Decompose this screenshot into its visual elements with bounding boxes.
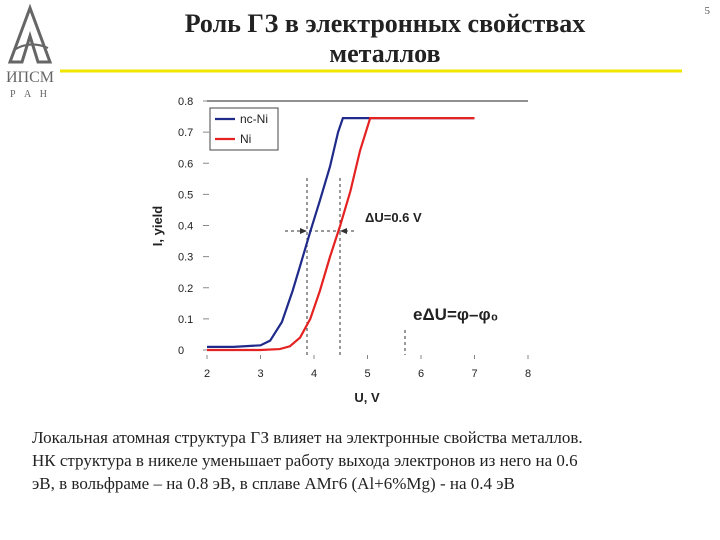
logo-mark: [7, 3, 53, 64]
x-tick-label: 3: [257, 368, 263, 380]
series-line: [207, 117, 475, 348]
x-tick-label: 2: [204, 368, 210, 380]
x-axis-label: U, V: [354, 390, 380, 405]
title-line: металлов: [329, 39, 440, 68]
legend-label: nc-Ni: [240, 112, 268, 126]
y-tick-label: 0.2: [178, 283, 193, 295]
y-tick-label: 0.7: [178, 127, 193, 139]
logo-name: ИПСМ: [6, 69, 54, 86]
annotation: eΔU=φ–φ₀: [413, 305, 498, 324]
body-line: Локальная атомная структура ГЗ влияет на…: [32, 428, 583, 447]
logo: ИПСМ Р А Н: [6, 3, 54, 100]
x-tick-label: 5: [364, 368, 370, 380]
y-axis-label: I, yield: [150, 206, 165, 247]
x-tick-label: 6: [418, 368, 424, 380]
y-tick-label: 0.5: [178, 189, 193, 201]
series-line: [207, 117, 475, 352]
y-tick-label: 0: [178, 345, 184, 357]
logo-swoosh: [13, 43, 49, 51]
body-line: НК структура в никеле уменьшает работу в…: [32, 451, 578, 470]
logo-sub: Р А Н: [10, 89, 50, 100]
annotation: ΔU=0.6 V: [365, 210, 422, 225]
guide-lines: [285, 178, 406, 358]
legend-box: [209, 107, 279, 151]
x-tick-label: 4: [311, 368, 317, 380]
y-tick-label: 0.3: [178, 252, 193, 264]
y-tick-label: 0.6: [178, 158, 193, 170]
legend-label: Ni: [240, 132, 251, 146]
x-tick-label: 7: [471, 368, 477, 380]
page-number: 5: [705, 5, 711, 17]
x-tick-label: 8: [525, 368, 531, 380]
body-line: эВ, в вольфраме – на 0.8 эВ, в сплаве АМ…: [32, 474, 515, 493]
y-tick-label: 0.4: [178, 221, 193, 233]
y-tick-label: 0.8: [178, 96, 193, 108]
title-line: Роль ГЗ в электронных свойствах: [185, 9, 586, 38]
y-tick-label: 0.1: [178, 314, 193, 326]
